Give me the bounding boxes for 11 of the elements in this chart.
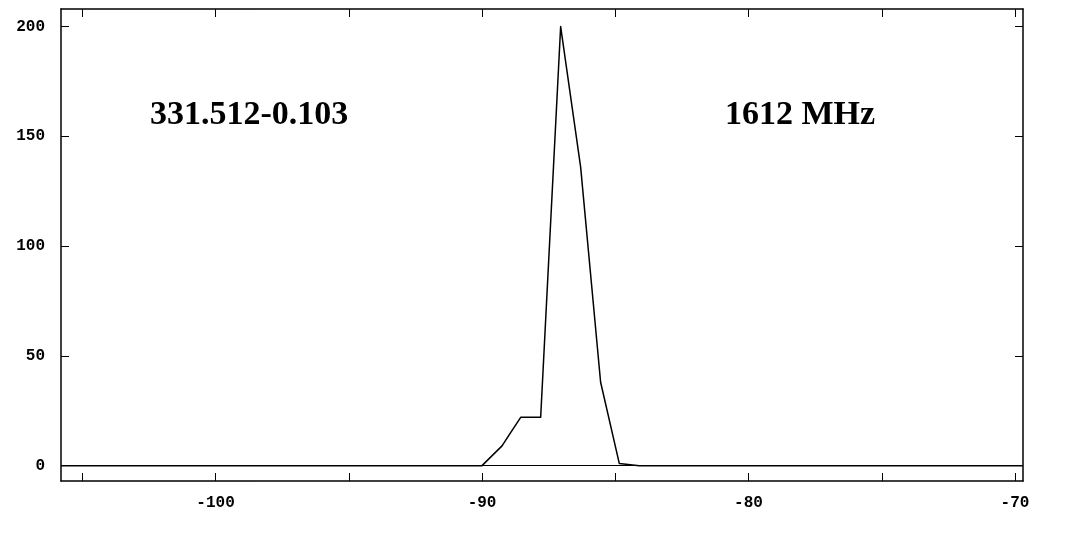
y-tick-label: 200 bbox=[16, 17, 45, 36]
y-tick-label: 150 bbox=[16, 127, 45, 146]
y-tick-label: 100 bbox=[16, 237, 45, 256]
annotation: 1612 MHz bbox=[725, 93, 876, 131]
annotation: 331.512-0.103 bbox=[150, 93, 349, 131]
x-tick-label: -100 bbox=[196, 494, 235, 512]
x-tick-label: -80 bbox=[734, 494, 763, 512]
x-tick-label: -90 bbox=[467, 494, 497, 512]
y-tick-label: 50 bbox=[25, 346, 45, 365]
y-tick-label: 0 bbox=[35, 456, 45, 475]
x-tick-label: -70 bbox=[1000, 494, 1030, 512]
